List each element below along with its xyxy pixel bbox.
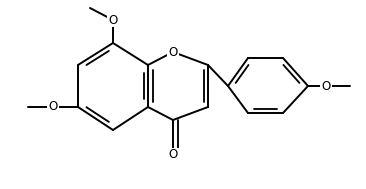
- Text: O: O: [168, 149, 178, 161]
- Text: O: O: [48, 101, 57, 114]
- Text: O: O: [108, 13, 117, 26]
- Text: O: O: [168, 46, 178, 59]
- Text: O: O: [321, 80, 330, 92]
